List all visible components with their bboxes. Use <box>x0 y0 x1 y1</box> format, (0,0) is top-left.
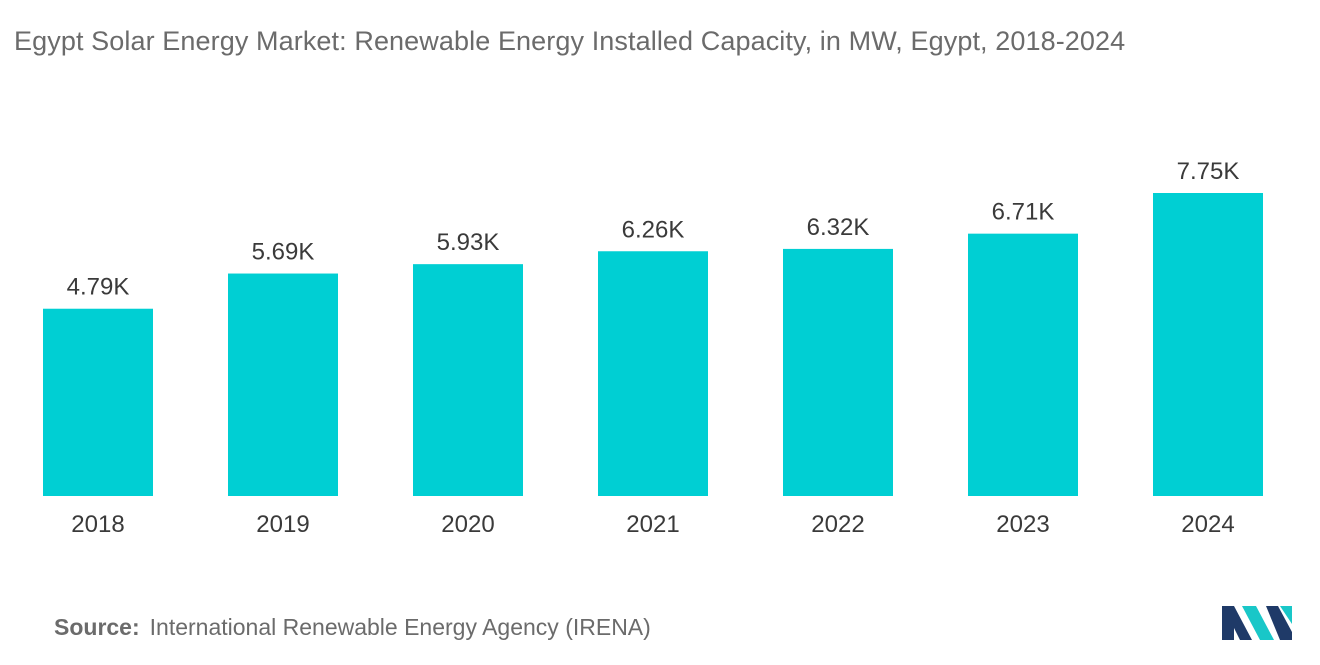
x-tick-2020: 2020 <box>441 511 494 538</box>
x-tick-2019: 2019 <box>256 511 309 538</box>
bar-2020 <box>413 264 523 496</box>
data-label-2021: 6.26K <box>622 216 685 243</box>
x-tick-2023: 2023 <box>996 511 1049 538</box>
x-tick-2018: 2018 <box>71 511 124 538</box>
source-label: Source: <box>54 614 140 640</box>
bar-2022 <box>783 248 893 496</box>
source-note: Source: International Renewable Energy Ag… <box>54 614 651 641</box>
data-label-2023: 6.71K <box>992 199 1055 226</box>
data-label-2020: 5.93K <box>437 229 500 256</box>
bar-2019 <box>228 273 338 496</box>
bar-2024 <box>1153 193 1263 496</box>
bar-chart: 4.79K 5.69K 5.93K 6.26K 6.32K 6.71K 7.75K 2018… <box>43 158 1263 538</box>
x-axis-ticks-layer: 2018 2019 2020 2021 2022 2023 2024 <box>71 511 1234 538</box>
value-labels-layer: 4.79K 5.69K 5.93K 6.26K 6.32K 6.71K 7.75K <box>67 158 1240 301</box>
data-label-2019: 5.69K <box>252 239 315 266</box>
bar-2021 <box>598 251 708 496</box>
data-label-2018: 4.79K <box>67 274 130 301</box>
logo-shape-right-accent <box>1280 606 1292 624</box>
data-label-2022: 6.32K <box>807 214 870 241</box>
source-text: International Renewable Energy Agency (I… <box>149 614 651 640</box>
bars-layer <box>43 193 1263 496</box>
chart-title: Egypt Solar Energy Market: Renewable Ene… <box>14 26 1126 56</box>
x-tick-2024: 2024 <box>1181 511 1234 538</box>
logo-shape-left <box>1222 606 1252 640</box>
mordor-intelligence-logo-icon <box>1222 606 1292 640</box>
logo-shape-mid <box>1242 606 1274 640</box>
x-tick-2022: 2022 <box>811 511 864 538</box>
bar-2023 <box>968 233 1078 496</box>
bar-2018 <box>43 308 153 496</box>
logo-shape-right <box>1266 606 1292 640</box>
data-label-2024: 7.75K <box>1177 158 1240 185</box>
x-tick-2021: 2021 <box>626 511 679 538</box>
